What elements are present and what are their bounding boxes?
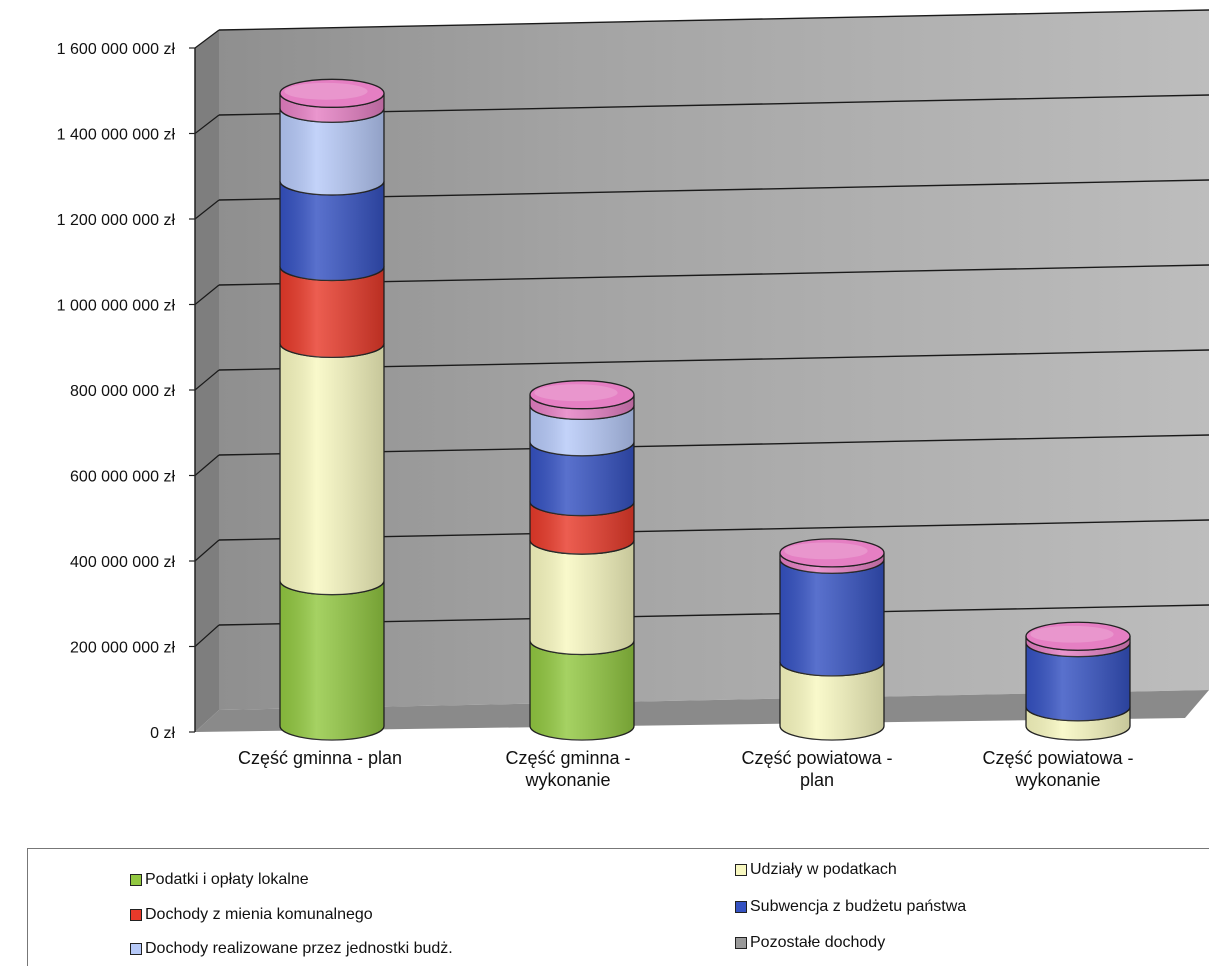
bars: [279, 78, 1131, 741]
category-label: plan: [800, 770, 834, 790]
bar-top-highlight: [1030, 625, 1114, 643]
bar-segment-shade: [780, 552, 884, 574]
legend-swatch: [130, 874, 142, 886]
bar-segment-shade: [1026, 706, 1130, 740]
bar-segment-shade: [530, 394, 634, 420]
legend-item-pozostale: Pozostałe dochody: [735, 934, 885, 952]
y-tick-label: 1 200 000 000 zł: [57, 212, 176, 229]
legend-swatch: [735, 901, 747, 913]
bar-top-highlight: [284, 82, 368, 100]
bar-segment-shade: [280, 108, 384, 195]
bar-stack: [779, 538, 885, 741]
legend-label: Pozostałe dochody: [750, 934, 886, 951]
bar-segment-shade: [530, 640, 634, 740]
legend-item-subwencja: Subwencja z budżetu państwa: [735, 898, 966, 916]
category-label: Część powiatowa -: [982, 748, 1133, 768]
gridline-side: [194, 114, 220, 134]
legend-label: Dochody realizowane przez jednostki budż…: [145, 940, 453, 957]
y-tick-label: 1 000 000 000 zł: [57, 298, 176, 315]
y-tick-label: 0 zł: [150, 725, 175, 742]
category-label: Część gminna -: [505, 748, 630, 768]
y-tick-label: 200 000 000 zł: [70, 640, 175, 657]
bar-segment-shade: [1026, 636, 1130, 657]
bar-segment-shade: [780, 559, 884, 676]
legend-swatch: [130, 943, 142, 955]
bar-segment-shade: [280, 343, 384, 595]
bar-stack: [1025, 621, 1131, 741]
y-tick-label: 1 400 000 000 zł: [57, 127, 176, 144]
legend-item-jednostki: Dochody realizowane przez jednostki budż…: [130, 940, 453, 958]
bar-segment-shade: [280, 580, 384, 740]
legend-label: Podatki i opłaty lokalne: [145, 871, 309, 888]
legend-item-mienie: Dochody z mienia komunalnego: [130, 906, 373, 924]
y-axis-ticks: 0 zł 200 000 000 zł 400 000 000 zł 600 000 …: [57, 41, 195, 742]
bar-segment-shade: [530, 441, 634, 516]
gridline-side: [194, 29, 220, 49]
y-tick-label: 1 600 000 000 zł: [57, 41, 176, 58]
y-tick-label: 400 000 000 zł: [70, 554, 175, 571]
gridline: [218, 9, 1209, 31]
gridline-side: [194, 624, 220, 647]
y-tick-label: 800 000 000 zł: [70, 383, 175, 400]
bar-top-highlight: [784, 542, 868, 560]
bar-segment-shade: [780, 661, 884, 740]
bar-segment-shade: [280, 266, 384, 358]
category-label: wykonanie: [1014, 770, 1100, 790]
category-label: Część gminna - plan: [238, 748, 402, 768]
bar-segment-shade: [530, 540, 634, 655]
bar-top-cap: [279, 78, 385, 108]
legend-label: Subwencja z budżetu państwa: [750, 898, 967, 915]
legend-label: Udziały w podatkach: [750, 861, 897, 878]
bar-segment-shade: [1026, 642, 1130, 721]
legend-label: Dochody z mienia komunalnego: [145, 906, 373, 923]
category-label: Część powiatowa -: [741, 748, 892, 768]
gridline-side: [194, 199, 220, 220]
bar-stack: [279, 78, 385, 741]
legend-swatch: [130, 909, 142, 921]
bar-top-highlight: [534, 384, 618, 402]
gridline-side: [194, 539, 220, 562]
bar-segment-shade: [280, 180, 384, 281]
chart-floor: [195, 690, 1209, 732]
bar-stack: [529, 380, 635, 741]
legend: Podatki i opłaty lokalne Dochody z mieni…: [27, 848, 1209, 966]
legend-swatch: [735, 864, 747, 876]
bar-segment-shade: [530, 501, 634, 555]
gridline-side: [194, 369, 220, 391]
legend-item-podatki: Podatki i opłaty lokalne: [130, 871, 309, 889]
bar-top-cap: [1025, 621, 1131, 651]
category-label: wykonanie: [524, 770, 610, 790]
gridline-side: [194, 454, 220, 476]
y-tick-label: 600 000 000 zł: [70, 469, 175, 486]
gridline-side: [194, 284, 220, 305]
chart-side-wall: [195, 30, 219, 732]
bar-top-cap: [529, 380, 635, 410]
legend-item-udzialy: Udziały w podatkach: [735, 861, 897, 879]
legend-swatch: [735, 937, 747, 949]
bar-top-cap: [779, 538, 885, 568]
category-labels: Część gminna - plan Część gminna -wykonan…: [238, 748, 1134, 790]
